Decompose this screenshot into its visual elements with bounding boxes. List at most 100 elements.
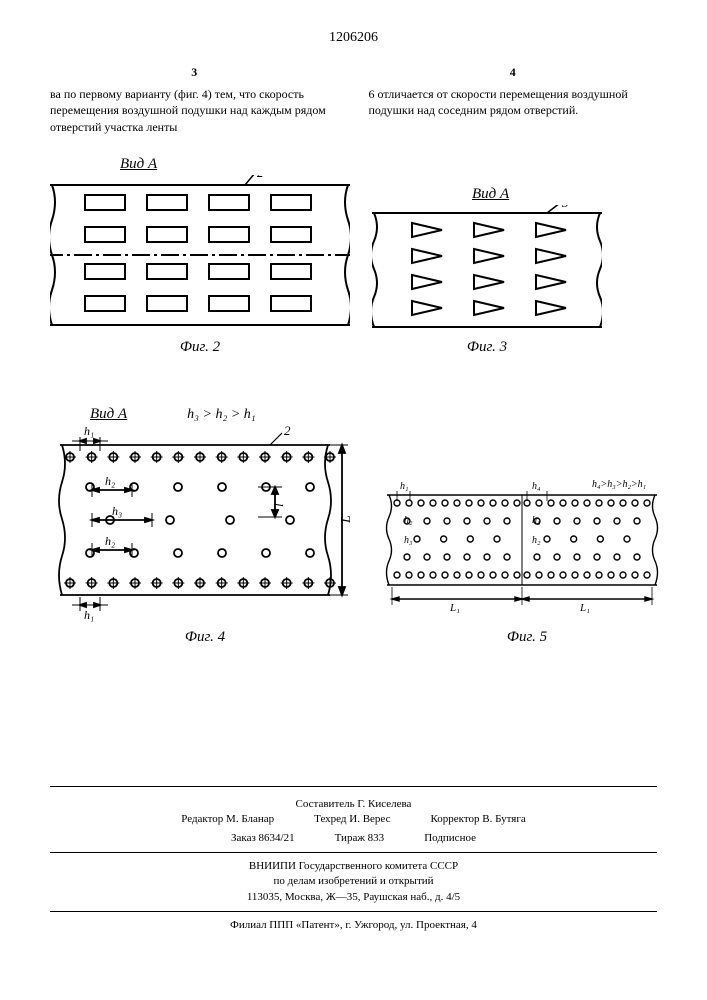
- fig5-hole: [608, 500, 614, 506]
- fig5-hole: [418, 500, 424, 506]
- fig5-hole: [494, 536, 500, 542]
- svg-text:2: 2: [257, 175, 264, 180]
- svg-text:L: L: [339, 515, 354, 524]
- fig5-hole: [454, 500, 460, 506]
- fig3-triangle: [412, 249, 442, 263]
- fig5-hole: [644, 572, 650, 578]
- fig3-svg: 3: [372, 205, 602, 335]
- fig5-hole: [544, 536, 550, 542]
- fig5-hole: [464, 554, 470, 560]
- fig4-hole: [218, 483, 226, 491]
- fig5-hole: [594, 518, 600, 524]
- fig4-caption: Фиг. 4: [50, 629, 360, 646]
- fig3-triangle: [412, 223, 442, 237]
- fig5-hole: [484, 554, 490, 560]
- fig3-triangle: [474, 275, 504, 289]
- fig2-hole: [147, 227, 187, 242]
- fig4-hole: [166, 516, 174, 524]
- fig5-hole: [424, 554, 430, 560]
- fig5-hole: [644, 500, 650, 506]
- fig5-hole: [454, 572, 460, 578]
- footer-org2: по делам изобретений и открытий: [50, 874, 657, 889]
- fig5-hole: [424, 518, 430, 524]
- fig2-hole: [271, 264, 311, 279]
- fig5-hole: [594, 554, 600, 560]
- fig5-hole: [534, 554, 540, 560]
- doc-number: 1206206: [50, 30, 657, 46]
- footer-addr2: Филиал ППП «Патент», г. Ужгород, ул. Про…: [50, 918, 657, 933]
- fig5-hole: [442, 500, 448, 506]
- fig3-triangle: [536, 275, 566, 289]
- fig5-hole: [584, 500, 590, 506]
- fig5-hole: [596, 572, 602, 578]
- fig5-hole: [464, 518, 470, 524]
- svg-text:h₂: h₂: [105, 534, 115, 548]
- footer-editor: Редактор М. Бланар: [181, 812, 274, 827]
- fig3-triangle: [412, 275, 442, 289]
- fig5-hole: [596, 500, 602, 506]
- fig4-block: Вид А h₃ > h₂ > h₁ 2: [50, 406, 360, 646]
- fig5-hole: [554, 518, 560, 524]
- fig2-hole: [209, 264, 249, 279]
- fig5-hole: [466, 572, 472, 578]
- fig5-hole: [490, 500, 496, 506]
- footer: Составитель Г. Киселева Редактор М. Блан…: [50, 786, 657, 934]
- col-left: 3 ва по первому варианту (фиг. 4) тем, ч…: [50, 64, 339, 135]
- fig5-hole: [478, 572, 484, 578]
- fig3-triangle: [474, 301, 504, 315]
- fig5-hole: [414, 536, 420, 542]
- fig3-triangle: [474, 223, 504, 237]
- fig5-hole: [394, 572, 400, 578]
- fig2-svg: 2: [50, 175, 350, 335]
- svg-text:h₁: h₁: [84, 608, 94, 622]
- fig2-hole: [271, 227, 311, 242]
- fig3-triangle: [536, 301, 566, 315]
- fig5-hole: [536, 572, 542, 578]
- fig2-hole: [85, 195, 125, 210]
- svg-text:h₃: h₃: [404, 535, 413, 546]
- svg-text:h₂: h₂: [532, 535, 541, 546]
- fig2-hole: [271, 296, 311, 311]
- fig4-hole: [174, 483, 182, 491]
- fig5-hole: [560, 572, 566, 578]
- fig2-hole: [85, 296, 125, 311]
- fig3-triangle: [536, 223, 566, 237]
- fig5-hole: [504, 554, 510, 560]
- body-columns: 3 ва по первому варианту (фиг. 4) тем, ч…: [50, 64, 657, 135]
- fig5-hole: [444, 518, 450, 524]
- page: 1206206 3 ва по первому варианту (фиг. 4…: [0, 0, 707, 953]
- fig5-hole: [514, 572, 520, 578]
- fig5-hole: [548, 572, 554, 578]
- fig2-caption: Фиг. 2: [50, 339, 350, 356]
- fig2-hole: [85, 264, 125, 279]
- footer-org1: ВНИИПИ Государственного комитета СССР: [50, 859, 657, 874]
- col-left-text: ва по первому варианту (фиг. 4) тем, что…: [50, 87, 326, 133]
- fig5-svg: h₄>h₃>h₂>h₁ h₁ h₄ h₂ h₃ h₃ h₂: [382, 475, 672, 625]
- fig5-hole: [614, 554, 620, 560]
- fig5-hole: [634, 518, 640, 524]
- fig5-hole: [490, 572, 496, 578]
- col-right-text: 6 отличается от скорости перемещения воз…: [369, 87, 628, 117]
- col-right: 4 6 отличается от скорости перемещения в…: [369, 64, 658, 135]
- fig2-block: Вид А 2 Фиг. 2: [50, 155, 350, 356]
- svg-text:h₂: h₂: [105, 474, 115, 488]
- svg-text:2: 2: [284, 425, 291, 438]
- fig5-hole: [614, 518, 620, 524]
- fig4-svg: 2 L l: [50, 425, 360, 625]
- fig2-title: Вид А: [120, 156, 157, 173]
- svg-text:h₁: h₁: [400, 481, 408, 492]
- fig5-hole: [502, 500, 508, 506]
- fig2-hole: [147, 264, 187, 279]
- fig4-ineq: h₃ > h₂ > h₁: [187, 407, 256, 423]
- fig5-hole: [620, 500, 626, 506]
- col-right-num: 4: [369, 64, 658, 80]
- fig5-block: h₄>h₃>h₂>h₁ h₁ h₄ h₂ h₃ h₃ h₂: [382, 475, 672, 646]
- fig5-hole: [571, 536, 577, 542]
- fig3-caption: Фиг. 3: [372, 339, 602, 356]
- fig2-hole: [147, 296, 187, 311]
- fig2-hole: [85, 227, 125, 242]
- fig5-hole: [554, 554, 560, 560]
- fig4-hole: [174, 549, 182, 557]
- fig5-hole: [404, 554, 410, 560]
- fig5-hole: [502, 572, 508, 578]
